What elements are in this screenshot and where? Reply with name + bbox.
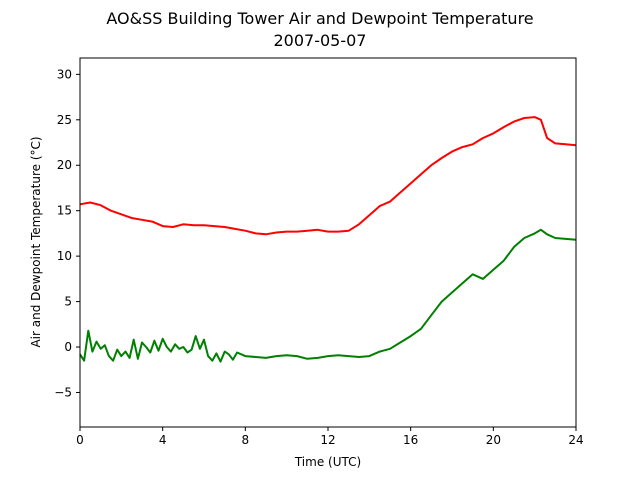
y-axis-label: Air and Dewpoint Temperature (°C) xyxy=(29,136,43,347)
y-tick-label: 20 xyxy=(57,158,72,172)
x-tick-label: 12 xyxy=(320,433,335,447)
series-line-0 xyxy=(79,116,577,236)
series-line-1 xyxy=(79,228,577,363)
plot-frame xyxy=(79,57,577,428)
x-tick-label: 24 xyxy=(568,433,583,447)
y-tick-label: −5 xyxy=(54,385,72,399)
x-tick-label: 0 xyxy=(76,433,84,447)
y-tick-label: 10 xyxy=(57,249,72,263)
y-tick-label: 15 xyxy=(57,204,72,218)
x-tick-label: 4 xyxy=(159,433,167,447)
y-tick-label: 0 xyxy=(64,340,72,354)
x-axis-label: Time (UTC) xyxy=(294,455,361,469)
y-tick-label: 30 xyxy=(57,67,72,81)
x-tick-label: 20 xyxy=(486,433,501,447)
x-tick-label: 8 xyxy=(242,433,250,447)
chart-subtitle: 2007-05-07 xyxy=(274,31,367,50)
y-tick-label: 25 xyxy=(57,113,72,127)
y-tick-label: 5 xyxy=(64,295,72,309)
plot-lines xyxy=(79,116,577,363)
chart-title: AO&SS Building Tower Air and Dewpoint Te… xyxy=(106,9,533,28)
x-tick-label: 16 xyxy=(403,433,418,447)
axis-ticks: 0 4 8 12 16 20 24 −5 0 5 10 15 20 25 30 xyxy=(54,67,583,447)
